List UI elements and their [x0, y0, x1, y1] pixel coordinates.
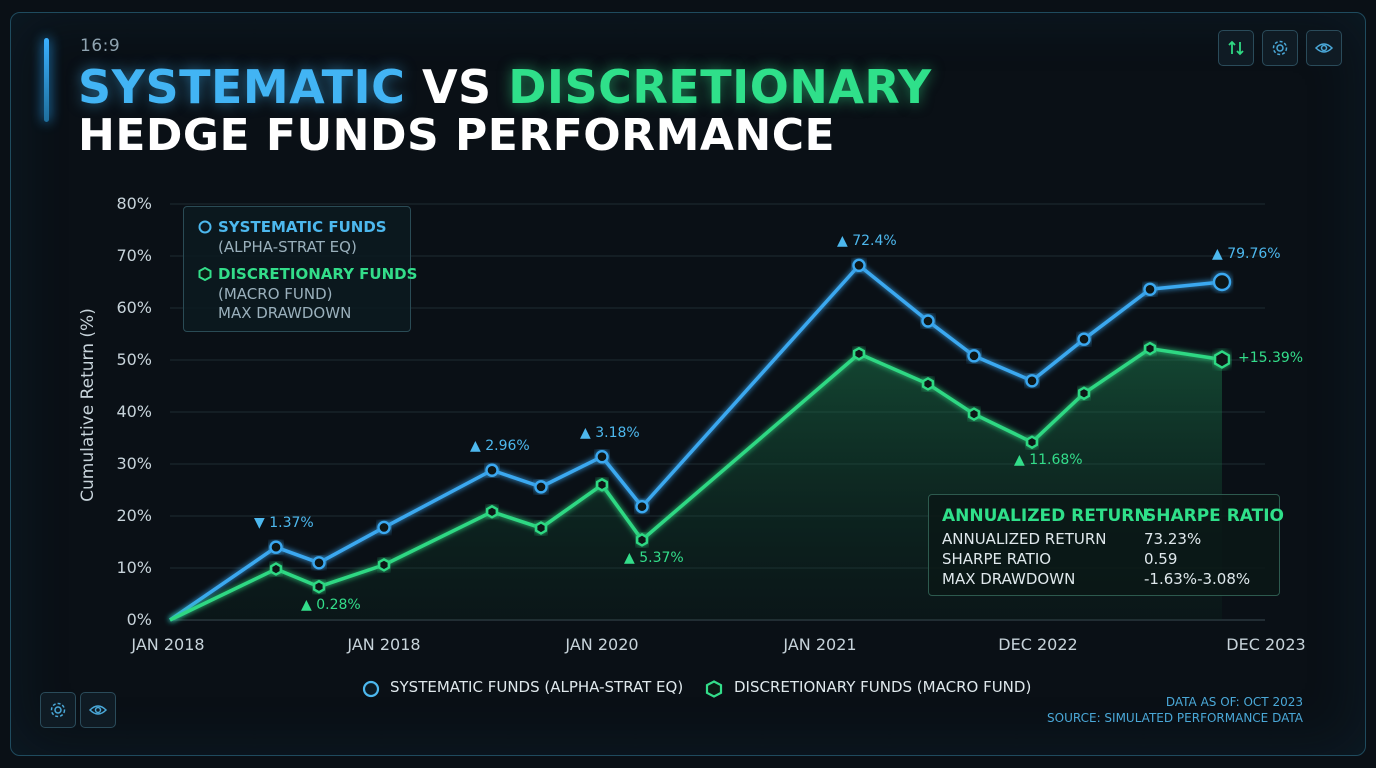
- legend-extra: MAX DRAWDOWN: [218, 304, 352, 322]
- y-tick-label: 10%: [116, 558, 152, 577]
- systematic-data-point[interactable]: [1025, 374, 1039, 388]
- discretionary-data-point[interactable]: [1077, 386, 1091, 401]
- legend-box: SYSTEMATIC FUNDS (ALPHA-STRAT EQ) DISCRE…: [183, 206, 417, 332]
- data-annotation: ▲ 11.68%: [1014, 452, 1083, 469]
- legend-discretionary-sub: (MACRO FUND): [218, 285, 333, 303]
- bottom-settings-button[interactable]: [40, 692, 76, 728]
- discretionary-data-point[interactable]: [968, 407, 980, 421]
- stats-row-value: 0.59: [1144, 550, 1178, 568]
- discretionary-data-point[interactable]: [1025, 435, 1039, 450]
- hexagon-marker-icon: [705, 680, 723, 698]
- systematic-data-point[interactable]: [534, 480, 548, 494]
- title-discretionary: DISCRETIONARY: [508, 60, 932, 114]
- stats-row-value: 73.23%: [1144, 530, 1202, 548]
- discretionary-data-point[interactable]: [853, 346, 865, 361]
- circle-marker-icon: [362, 680, 380, 698]
- view-button[interactable]: [1306, 30, 1342, 66]
- discretionary-data-point[interactable]: [922, 377, 934, 391]
- stats-row-value: -1.63%-3.08%: [1144, 570, 1251, 588]
- systematic-data-point[interactable]: [1077, 332, 1091, 346]
- x-tick-label: JAN 2020: [565, 635, 639, 654]
- data-annotation: ▲ 79.76%: [1212, 246, 1281, 262]
- discretionary-data-point[interactable]: [535, 521, 547, 535]
- data-annotation: ▲ 0.28%: [301, 596, 361, 613]
- outer-frame: [10, 12, 1366, 756]
- discretionary-data-point[interactable]: [1143, 341, 1157, 356]
- y-tick-label: 40%: [116, 402, 152, 421]
- legend-systematic-sub: (ALPHA-STRAT EQ): [218, 238, 357, 256]
- x-tick-label: JAN 2018: [131, 635, 205, 654]
- stats-panel: ANNUALIZED RETURN SHARPE RATIO ANNUALIZE…: [928, 494, 1284, 596]
- legend-systematic-title: SYSTEMATIC FUNDS: [218, 218, 387, 236]
- settings-button[interactable]: [1262, 30, 1298, 66]
- data-annotation: ▲ 3.18%: [580, 424, 640, 441]
- discretionary-data-point[interactable]: [636, 533, 648, 547]
- data-annotation: ▲ 2.96%: [470, 438, 530, 455]
- eye-icon: [88, 705, 108, 715]
- title-vs: VS: [421, 60, 492, 114]
- accent-bar: [44, 38, 49, 122]
- data-annotation: +15.39%: [1238, 350, 1304, 367]
- legend-discretionary-title: DISCRETIONARY FUNDS: [218, 265, 418, 283]
- y-tick-label: 60%: [116, 298, 152, 317]
- y-tick-label: 0%: [126, 610, 152, 629]
- discretionary-data-point[interactable]: [1213, 350, 1231, 369]
- systematic-data-point[interactable]: [485, 463, 499, 477]
- bottom-view-button[interactable]: [80, 692, 116, 728]
- gear-icon: [50, 702, 66, 718]
- data-annotation: ▲ 72.4%: [837, 233, 897, 250]
- systematic-data-point[interactable]: [312, 556, 326, 570]
- y-tick-label: 30%: [116, 454, 152, 473]
- systematic-data-point[interactable]: [377, 520, 391, 535]
- data-annotation: ▲ 5.37%: [624, 549, 684, 566]
- gear-icon: [1272, 40, 1288, 56]
- y-tick-label: 50%: [116, 350, 152, 369]
- stats-row-label: ANNUALIZED RETURN: [942, 530, 1107, 548]
- systematic-data-point[interactable]: [1212, 272, 1232, 292]
- eye-icon: [1314, 43, 1334, 53]
- y-tick-label: 70%: [116, 246, 152, 265]
- circle-marker-icon: [198, 220, 212, 234]
- data-date-note: DATA AS OF: OCT 2023: [1165, 695, 1303, 709]
- systematic-data-point[interactable]: [595, 450, 609, 464]
- discretionary-data-point[interactable]: [378, 558, 390, 572]
- x-tick-label: JAN 2021: [783, 635, 857, 654]
- systematic-data-point[interactable]: [852, 258, 866, 273]
- discretionary-data-point[interactable]: [270, 562, 282, 576]
- y-tick-label: 20%: [116, 506, 152, 525]
- sort-button[interactable]: [1218, 30, 1254, 66]
- systematic-data-point[interactable]: [921, 314, 935, 328]
- stats-col1-header: ANNUALIZED RETURN: [942, 506, 1149, 526]
- bottom-legend-discretionary: DISCRETIONARY FUNDS (MACRO FUND): [734, 678, 1032, 696]
- stats-col2-header: SHARPE RATIO: [1144, 506, 1285, 526]
- source-note: SOURCE: SIMULATED PERFORMANCE DATA: [1047, 711, 1303, 725]
- systematic-data-point[interactable]: [635, 499, 649, 514]
- x-tick-label: DEC 2022: [998, 635, 1078, 654]
- aspect-label: 16:9: [80, 36, 121, 56]
- discretionary-data-point[interactable]: [596, 477, 608, 492]
- x-tick-label: DEC 2023: [1226, 635, 1306, 654]
- hexagon-marker-icon: [198, 267, 212, 281]
- page-title: SYSTEMATIC VS DISCRETIONARY: [78, 60, 932, 114]
- systematic-data-point[interactable]: [1143, 282, 1157, 296]
- page-subtitle: HEDGE FUNDS PERFORMANCE: [78, 110, 836, 161]
- stats-row-label: MAX DRAWDOWN: [942, 570, 1076, 588]
- data-annotation: ▼ 1.37%: [254, 515, 314, 532]
- title-systematic: SYSTEMATIC: [78, 60, 406, 114]
- y-tick-label: 80%: [116, 194, 152, 213]
- bottom-legend-systematic: SYSTEMATIC FUNDS (ALPHA-STRAT EQ): [390, 678, 684, 696]
- systematic-data-point[interactable]: [967, 349, 981, 363]
- systematic-data-point[interactable]: [269, 540, 283, 554]
- x-tick-label: JAN 2018: [347, 635, 421, 654]
- stats-row-label: SHARPE RATIO: [942, 550, 1052, 568]
- y-axis-label: Cumulative Return (%): [78, 308, 98, 502]
- sort-arrows-icon: [1228, 40, 1244, 56]
- discretionary-data-point[interactable]: [486, 504, 498, 519]
- discretionary-data-point[interactable]: [313, 579, 325, 594]
